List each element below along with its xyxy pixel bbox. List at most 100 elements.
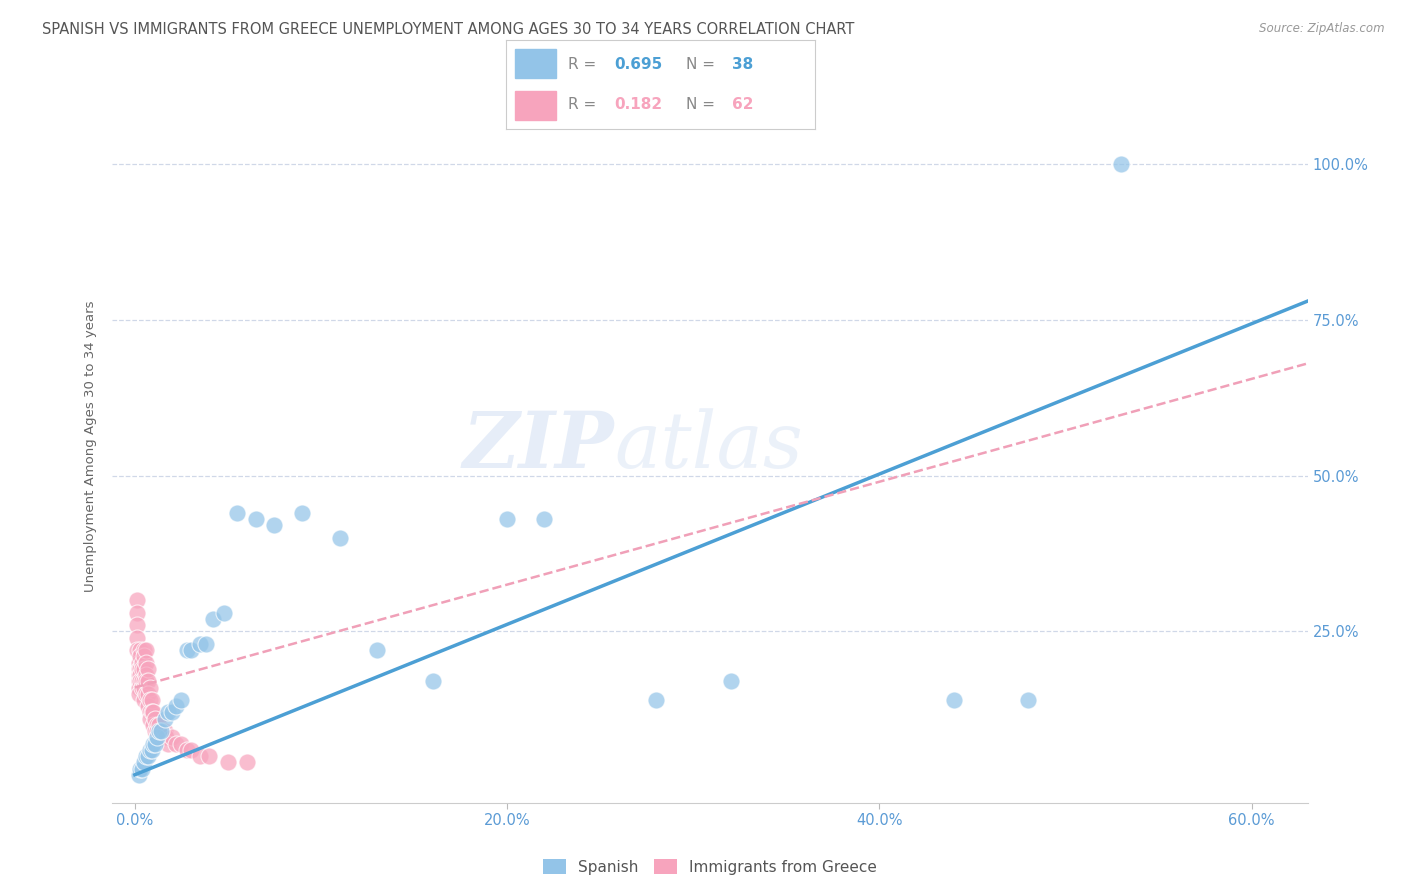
Point [180, 743, 202, 757]
Point [235, 756, 257, 770]
Point [134, 662, 156, 676]
Bar [516, 91, 555, 120]
Point [170, 737, 193, 751]
Text: ZIP: ZIP [463, 408, 614, 484]
Point [149, 724, 172, 739]
Point [366, 643, 388, 657]
Text: R =: R = [568, 97, 602, 112]
Point [143, 724, 166, 739]
Point [1111, 157, 1133, 171]
Point [141, 693, 163, 707]
Point [136, 749, 159, 764]
Point [129, 668, 152, 682]
Text: N =: N = [686, 57, 720, 71]
Point [143, 712, 166, 726]
Point [125, 643, 148, 657]
Text: N =: N = [686, 97, 720, 112]
Point [153, 724, 176, 739]
Point [157, 706, 180, 720]
Point [720, 674, 742, 689]
Y-axis label: Unemployment Among Ages 30 to 34 years: Unemployment Among Ages 30 to 34 years [83, 301, 97, 591]
Point [136, 699, 159, 714]
Point [141, 706, 163, 720]
Point [138, 706, 160, 720]
Point [129, 643, 152, 657]
Point [128, 681, 150, 695]
Point [125, 618, 148, 632]
Point [157, 737, 180, 751]
Point [128, 687, 150, 701]
Point [129, 662, 152, 676]
Point [212, 606, 235, 620]
Text: Source: ZipAtlas.com: Source: ZipAtlas.com [1260, 22, 1385, 36]
Point [201, 612, 224, 626]
Point [291, 506, 314, 520]
Point [141, 743, 163, 757]
Point [134, 693, 156, 707]
Point [135, 674, 157, 689]
Point [134, 681, 156, 695]
Point [125, 631, 148, 645]
Bar [516, 49, 555, 78]
Point [194, 637, 217, 651]
Point [129, 649, 152, 664]
Point [125, 593, 148, 607]
Point [138, 712, 160, 726]
Text: 62: 62 [733, 97, 754, 112]
Point [198, 749, 221, 764]
Point [188, 749, 211, 764]
Point [245, 512, 267, 526]
Point [155, 731, 177, 745]
Point [533, 512, 555, 526]
Point [138, 693, 160, 707]
Text: 38: 38 [733, 57, 754, 71]
Point [160, 706, 183, 720]
Point [152, 731, 174, 745]
Point [153, 712, 176, 726]
Point [217, 756, 239, 770]
Point [134, 649, 156, 664]
Point [422, 674, 444, 689]
Point [142, 737, 165, 751]
Point [146, 731, 169, 745]
Point [263, 518, 285, 533]
Point [134, 756, 156, 770]
Point [128, 656, 150, 670]
Point [146, 718, 169, 732]
Point [149, 724, 172, 739]
Point [138, 743, 160, 757]
Point [129, 762, 152, 776]
Point [135, 687, 157, 701]
Point [128, 668, 150, 682]
Point [496, 512, 519, 526]
Point [136, 687, 159, 701]
Text: SPANISH VS IMMIGRANTS FROM GREECE UNEMPLOYMENT AMONG AGES 30 TO 34 YEARS CORRELA: SPANISH VS IMMIGRANTS FROM GREECE UNEMPL… [42, 22, 855, 37]
Point [226, 506, 249, 520]
Point [146, 724, 169, 739]
Text: atlas: atlas [614, 408, 803, 484]
Point [131, 674, 153, 689]
Point [135, 749, 157, 764]
Point [131, 656, 153, 670]
Point [135, 668, 157, 682]
Point [131, 681, 153, 695]
Point [160, 731, 183, 745]
Point [138, 681, 160, 695]
Text: R =: R = [568, 57, 602, 71]
Point [128, 674, 150, 689]
Point [165, 699, 187, 714]
Point [128, 768, 150, 782]
Point [180, 643, 202, 657]
Point [135, 643, 157, 657]
Point [1017, 693, 1039, 707]
Point [645, 693, 668, 707]
Text: 0.695: 0.695 [614, 57, 662, 71]
Point [143, 737, 166, 751]
Point [176, 643, 198, 657]
Point [131, 662, 153, 676]
Point [165, 737, 187, 751]
Point [148, 724, 170, 739]
Point [142, 706, 165, 720]
Point [136, 674, 159, 689]
Point [170, 693, 193, 707]
